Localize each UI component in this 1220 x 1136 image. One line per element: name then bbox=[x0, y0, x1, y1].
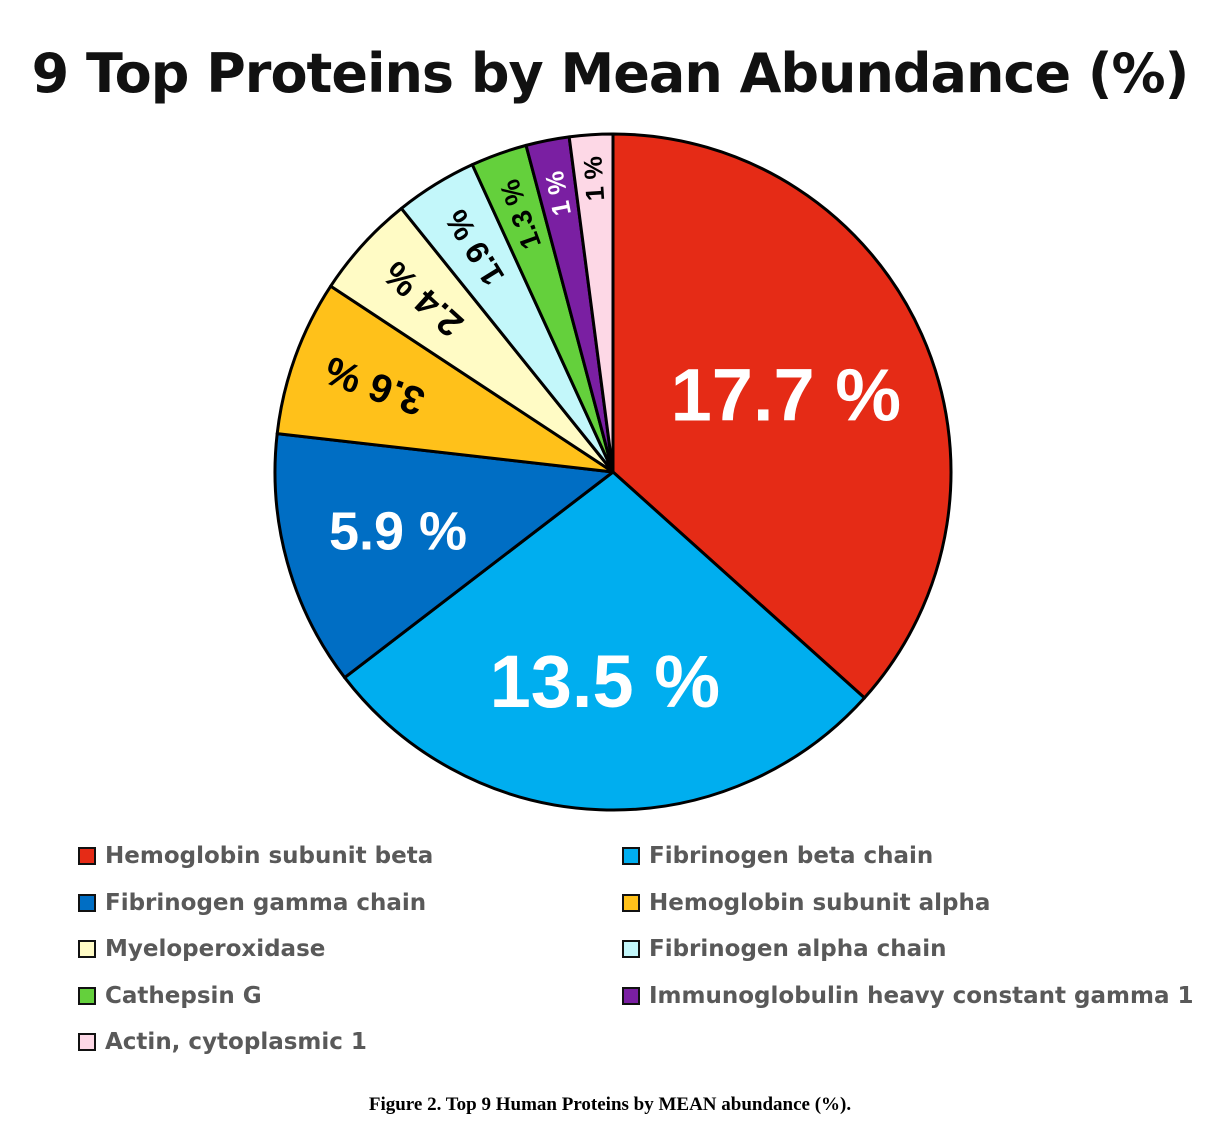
slice-label-fibrinogen-beta-chain: 13.5 % bbox=[490, 640, 720, 723]
chart-title: 9 Top Proteins by Mean Abundance (%) bbox=[31, 42, 1190, 105]
slice-label-hemoglobin-subunit-beta: 17.7 % bbox=[671, 353, 901, 436]
pie-slices bbox=[273, 132, 953, 812]
pie-slice-fibrinogen-gamma-chain bbox=[273, 432, 615, 680]
slice-label-actin-cytoplasmic-1: 1 % bbox=[577, 155, 610, 202]
pie-slice-hemoglobin-subunit-alpha bbox=[275, 284, 615, 474]
slice-label-fibrinogen-gamma-chain: 5.9 % bbox=[329, 501, 467, 561]
pie-slice-hemoglobin-subunit-beta bbox=[611, 132, 953, 700]
figure-caption: Figure 2. Top 9 Human Proteins by MEAN a… bbox=[368, 1094, 852, 1115]
pie-slice-actin-cytoplasmic-1 bbox=[567, 132, 615, 474]
pie-slice-fibrinogen-beta-chain bbox=[343, 470, 866, 812]
